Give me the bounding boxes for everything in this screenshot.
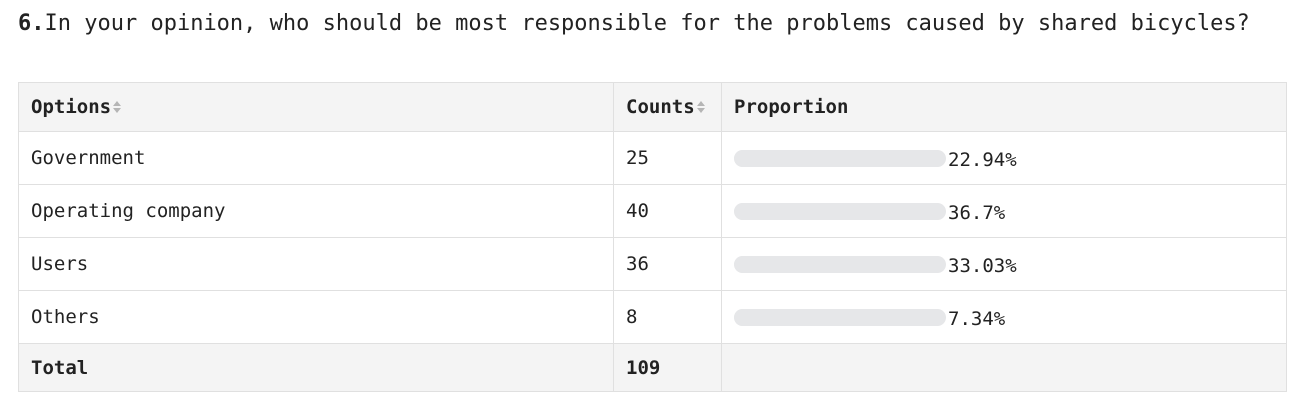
- question-title: 6.In your opinion, who should be most re…: [18, 10, 1288, 38]
- total-proportion-cell: [721, 343, 1287, 392]
- counts-header[interactable]: Counts: [613, 82, 722, 132]
- option-cell: Others: [18, 290, 614, 344]
- percent-label: 33.03%: [948, 255, 1017, 278]
- options-header[interactable]: Options: [18, 82, 614, 132]
- total-label: Total: [18, 343, 614, 392]
- percent-label: 7.34%: [948, 308, 1006, 331]
- count-cell: 25: [613, 131, 722, 185]
- table-row: Operating company 40 36.7%: [18, 184, 1287, 238]
- results-table: Options Counts Proportion Government 25 22…: [18, 82, 1287, 392]
- proportion-cell: 36.7%: [721, 184, 1287, 238]
- proportion-cell: 7.34%: [721, 290, 1287, 344]
- sort-icon[interactable]: [112, 98, 122, 114]
- proportion-bar: [734, 308, 946, 326]
- proportion-header-label: Proportion: [734, 96, 849, 118]
- question-text: In your opinion, who should be most resp…: [44, 11, 1250, 36]
- count-cell: 8: [613, 290, 722, 344]
- option-cell: Operating company: [18, 184, 614, 238]
- question-number: 6.: [18, 11, 45, 36]
- proportion-bar: [734, 255, 946, 273]
- count-cell: 36: [613, 237, 722, 291]
- percent-label: 22.94%: [948, 149, 1017, 172]
- table-row: Users 36 33.03%: [18, 237, 1287, 291]
- options-header-label: Options: [31, 96, 112, 118]
- proportion-bar-fill: [734, 149, 783, 167]
- option-cell: Government: [18, 131, 614, 185]
- header-row: Options Counts Proportion: [18, 82, 1287, 132]
- sort-icon[interactable]: [696, 98, 706, 114]
- option-cell: Users: [18, 237, 614, 291]
- proportion-cell: 33.03%: [721, 237, 1287, 291]
- proportion-bar-fill: [734, 308, 750, 326]
- count-cell: 40: [613, 184, 722, 238]
- counts-header-label: Counts: [626, 96, 695, 118]
- proportion-bar: [734, 149, 946, 167]
- percent-label: 36.7%: [948, 202, 1006, 225]
- proportion-bar-fill: [734, 202, 812, 220]
- proportion-cell: 22.94%: [721, 131, 1287, 185]
- total-row: Total 109: [18, 343, 1287, 392]
- table-row: Government 25 22.94%: [18, 131, 1287, 185]
- proportion-header: Proportion: [721, 82, 1287, 132]
- table-row: Others 8 7.34%: [18, 290, 1287, 344]
- proportion-bar-fill: [734, 255, 805, 273]
- total-count: 109: [613, 343, 722, 392]
- proportion-bar: [734, 202, 946, 220]
